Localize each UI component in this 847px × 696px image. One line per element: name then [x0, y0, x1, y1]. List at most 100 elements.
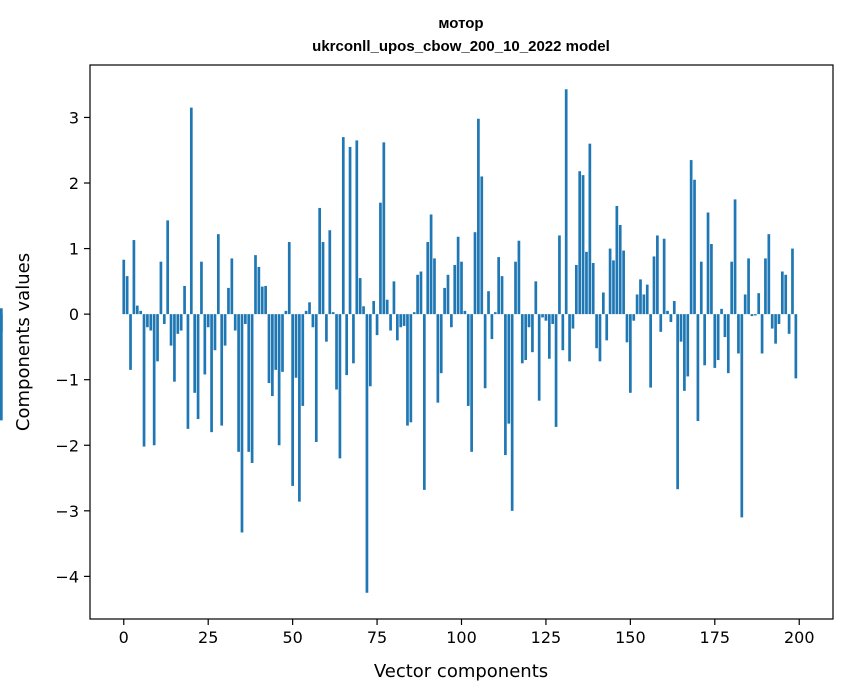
bar-49	[287, 242, 291, 315]
bar-6	[142, 314, 146, 447]
bar-149	[625, 314, 629, 343]
x-tick-label: 150	[615, 628, 646, 647]
bar-36	[244, 314, 247, 324]
bar-103	[470, 314, 473, 452]
bar-79	[389, 314, 392, 331]
bar-78	[385, 299, 389, 315]
bar-131	[564, 89, 568, 315]
bar-76	[379, 202, 382, 315]
bar-undefined	[0, 314, 3, 421]
bar-108	[487, 291, 490, 315]
bar-151	[632, 314, 636, 321]
bar-122	[534, 281, 538, 315]
bar-169	[693, 179, 696, 315]
bar-166	[683, 314, 686, 391]
bar-60	[325, 314, 328, 342]
bar-181	[733, 199, 737, 315]
bar-109	[490, 314, 494, 340]
bar-175	[713, 314, 717, 368]
bar-77	[382, 142, 386, 315]
bar-197	[787, 314, 791, 334]
bar-184	[743, 294, 747, 315]
bar-160	[662, 238, 666, 315]
bar-45	[274, 314, 278, 370]
bar-31	[227, 287, 230, 315]
y-tick-label: 2	[69, 174, 79, 193]
bar-176	[716, 314, 720, 361]
bar-87	[416, 274, 419, 315]
bar-199	[794, 314, 798, 379]
bar-128	[554, 314, 558, 427]
bar-10	[156, 314, 159, 362]
bar-172	[703, 314, 707, 366]
bars-group	[0, 89, 798, 593]
bar-33	[233, 314, 237, 331]
bar-144	[608, 248, 612, 315]
y-tick-label: −1	[55, 371, 79, 390]
bar-124	[541, 314, 544, 318]
bar-57	[314, 314, 318, 442]
y-tick-label: 1	[69, 240, 79, 259]
bar-121	[531, 314, 534, 353]
y-tick-label: −4	[55, 567, 79, 586]
bar-150	[629, 314, 632, 393]
bar-155	[645, 284, 649, 315]
bar-91	[429, 214, 433, 315]
bar-48	[284, 310, 288, 315]
bar-114	[507, 314, 511, 424]
bar-146	[615, 205, 619, 315]
bar-118	[520, 314, 524, 364]
bar-113	[504, 314, 507, 456]
bar-16	[176, 314, 180, 334]
bar-147	[618, 224, 622, 315]
bar-140	[595, 314, 598, 349]
bar-196	[784, 274, 788, 315]
x-tick-label: 200	[784, 628, 815, 647]
bar-168	[689, 160, 693, 315]
bar-68	[352, 314, 355, 364]
bar-156	[649, 314, 652, 388]
bar-188	[757, 293, 761, 315]
bar-42	[264, 285, 267, 315]
bar-177	[720, 308, 723, 315]
bar-64	[338, 314, 342, 459]
bar-116	[514, 261, 517, 315]
bar-153	[639, 279, 642, 315]
bar-159	[659, 314, 663, 332]
bar-65	[341, 137, 345, 315]
bar-130	[561, 314, 565, 351]
bar-152	[635, 294, 639, 315]
bar-12	[162, 314, 166, 324]
x-tick-label: 75	[367, 628, 387, 647]
y-axis-label: Components values	[13, 253, 34, 431]
bar-75	[375, 314, 379, 336]
bar-98	[453, 264, 457, 315]
bar-2	[129, 314, 132, 370]
bar-161	[666, 310, 669, 315]
bar-111	[497, 257, 500, 315]
bar-62	[331, 312, 335, 315]
bar-104	[473, 232, 477, 315]
x-axis-label: Vector components	[374, 661, 548, 682]
bar-32	[230, 258, 234, 315]
bar-92	[433, 258, 436, 315]
bar-52	[298, 314, 301, 502]
bar-51	[294, 314, 298, 378]
bar-18	[183, 285, 186, 315]
plot-frame	[89, 64, 834, 620]
bar-125	[544, 314, 548, 321]
bar-112	[500, 276, 504, 315]
bar-95	[443, 287, 446, 315]
bar-22	[196, 314, 200, 420]
bar-107	[483, 314, 487, 389]
x-tick-label: 175	[700, 628, 731, 647]
bar-1	[125, 276, 129, 315]
bar-58	[318, 207, 321, 315]
bar-133	[571, 314, 575, 329]
bar-106	[480, 176, 484, 315]
bar-178	[723, 314, 727, 338]
chart-subtitle: ukrconll_upos_cbow_200_10_2022 model	[312, 38, 610, 55]
bar-180	[730, 261, 734, 315]
bar-170	[696, 314, 700, 422]
bar-15	[173, 314, 176, 382]
